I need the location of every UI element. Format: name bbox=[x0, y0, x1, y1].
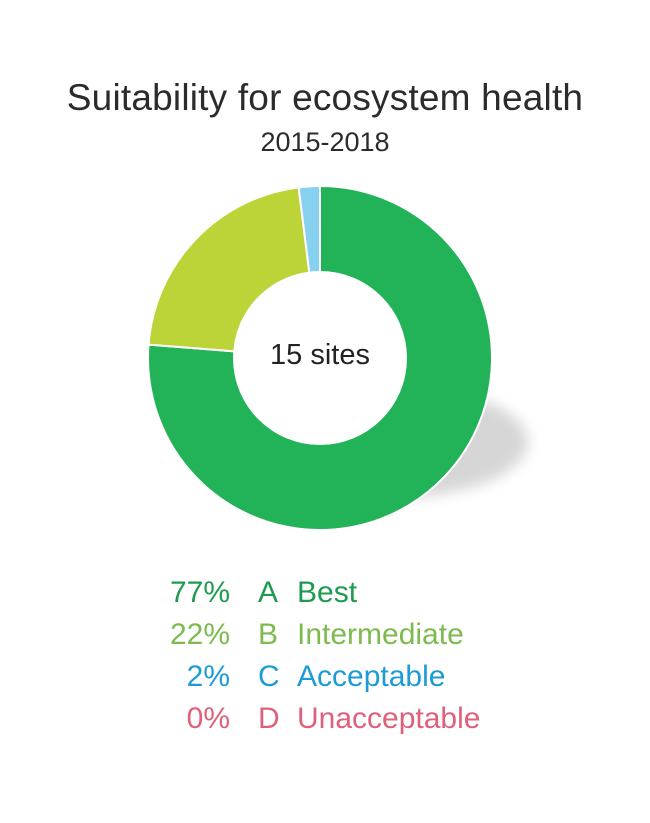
donut-hole bbox=[233, 271, 407, 445]
legend-label-b: Intermediate bbox=[297, 618, 464, 651]
legend-label-a: Best bbox=[297, 576, 358, 609]
legend: 77% A Best 22% B Intermediate 2% C Accep… bbox=[120, 572, 540, 740]
legend-item-c: 2% C Acceptable bbox=[120, 656, 540, 698]
legend-item-a: 77% A Best bbox=[120, 572, 540, 614]
legend-pct-c: 2% bbox=[186, 660, 230, 693]
legend-letter-b: B bbox=[258, 618, 279, 651]
legend-label-d: Unacceptable bbox=[297, 702, 481, 735]
chart-title: Suitability for ecosystem health bbox=[66, 77, 584, 118]
legend-pct-a: 77% bbox=[169, 576, 230, 609]
legend-letter-d: D bbox=[258, 702, 280, 735]
legend-item-b: 22% B Intermediate bbox=[120, 614, 540, 656]
legend-item-d: 0% D Unacceptable bbox=[120, 698, 540, 740]
legend-pct-d: 0% bbox=[186, 702, 230, 735]
legend-letter-c: C bbox=[258, 660, 280, 693]
chart-subtitle: 2015-2018 bbox=[260, 127, 390, 157]
legend-letter-a: A bbox=[258, 576, 279, 609]
legend-pct-b: 22% bbox=[169, 618, 230, 651]
center-label: 15 sites bbox=[270, 339, 370, 371]
legend-label-c: Acceptable bbox=[297, 660, 446, 693]
